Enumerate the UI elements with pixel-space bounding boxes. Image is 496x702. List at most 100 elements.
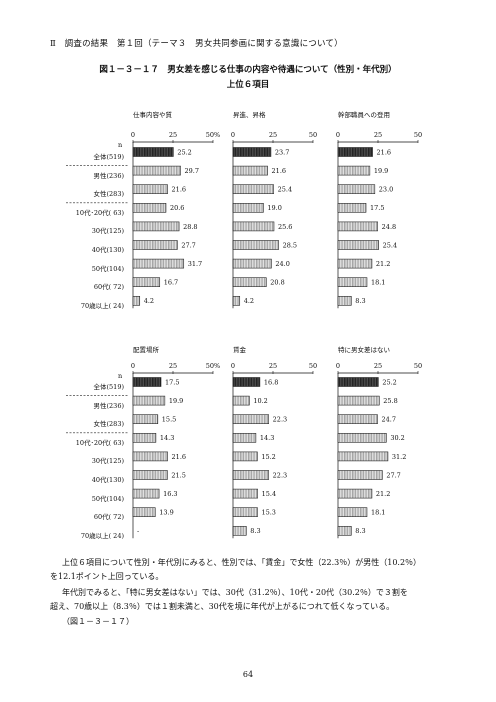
data-label: 4.2	[244, 297, 254, 305]
data-label: -	[137, 527, 139, 535]
data-label: 28.5	[283, 241, 297, 249]
page-number: 64	[242, 670, 254, 679]
data-label: 19.9	[374, 167, 388, 175]
tick-label: 0	[131, 131, 135, 139]
data-label: 31.7	[188, 260, 202, 268]
bar	[232, 295, 241, 306]
data-label: 21.6	[172, 186, 186, 194]
data-label: 25.4	[278, 186, 292, 194]
tick-label: 25	[374, 131, 382, 139]
paragraph-line: 超え、70歳以上（8.3％）では１割未満と、30代を境に年代が上がるにつれて低く…	[50, 602, 395, 611]
bar	[232, 488, 258, 499]
panel-title: 賃金	[233, 345, 247, 354]
bar	[337, 414, 378, 425]
tick-label: 0	[231, 362, 235, 370]
data-label: 16.3	[163, 490, 177, 498]
bar	[132, 395, 166, 406]
row-label: 60代( 72)	[93, 283, 124, 292]
tick-label: 50%	[206, 362, 220, 370]
data-label: 20.6	[170, 204, 184, 212]
bar	[337, 451, 389, 462]
tick-label: 25	[269, 362, 277, 370]
data-label: 15.4	[262, 490, 276, 498]
data-label: 23.0	[379, 186, 393, 194]
data-label: 14.3	[160, 434, 174, 442]
bar	[337, 147, 373, 157]
bar	[132, 165, 181, 176]
data-label: 18.1	[371, 509, 385, 517]
data-label: 15.5	[162, 416, 176, 424]
data-label: 8.3	[355, 297, 365, 305]
data-label: 25.2	[382, 378, 396, 386]
row-label: 40代(130)	[91, 476, 124, 484]
data-label: 27.7	[386, 471, 400, 479]
bar	[132, 451, 168, 462]
bar	[132, 507, 156, 518]
row-label: 50代(104)	[91, 494, 124, 503]
tick-label: 0	[231, 131, 235, 139]
row-label: 10代･20代( 63)	[75, 438, 124, 447]
tick-label: 50	[414, 131, 422, 139]
bar	[232, 147, 272, 157]
bar	[337, 295, 352, 306]
data-label: 8.3	[355, 527, 365, 535]
row-label: 女性(283)	[93, 190, 124, 199]
panel-title: 仕事内容や質	[133, 110, 173, 119]
row-label: 女性(283)	[93, 420, 124, 429]
paragraph-line: 上位６項目について性別・年代別にみると、性別では、「賃金」で女性（22.3％）が…	[62, 558, 422, 567]
tick-label: 50	[309, 362, 317, 370]
bar	[232, 258, 272, 269]
row-label: 40代(130)	[91, 246, 124, 254]
bar	[337, 203, 367, 213]
bar	[232, 277, 267, 288]
tick-label: 25	[169, 362, 177, 370]
bar	[337, 165, 371, 176]
row-label: 男性(236)	[93, 171, 124, 180]
data-label: 16.7	[164, 279, 178, 287]
bar	[232, 184, 274, 194]
tick-label: 25	[269, 131, 277, 139]
data-label: 25.2	[177, 148, 191, 156]
bar	[232, 507, 258, 518]
bar	[132, 295, 141, 306]
bar	[232, 203, 264, 213]
tick-label: 25	[374, 362, 382, 370]
panel-title: 幹部職員への登用	[338, 110, 390, 119]
data-label: 21.6	[377, 148, 391, 156]
data-label: 30.2	[390, 434, 404, 442]
data-label: 24.0	[275, 260, 289, 268]
bar	[132, 277, 161, 288]
row-label: 男性(236)	[93, 401, 124, 410]
bar	[132, 432, 157, 443]
data-label: 22.3	[273, 416, 287, 424]
bar	[132, 184, 168, 194]
bar	[232, 377, 261, 387]
paragraph-line: （図１－３－１７）	[62, 617, 134, 626]
bar	[232, 525, 247, 536]
row-label: 全体(519)	[93, 153, 124, 161]
data-label: 16.8	[264, 378, 278, 386]
data-label: 28.8	[183, 223, 197, 231]
bar	[132, 470, 168, 480]
data-label: 4.2	[144, 297, 154, 305]
panel-title: 昇進、昇格	[233, 110, 266, 119]
row-label: 30代(125)	[91, 227, 124, 236]
tick-label: 0	[131, 362, 135, 370]
bar	[337, 221, 378, 232]
bar	[337, 507, 368, 518]
bar	[337, 277, 368, 288]
bar	[232, 432, 257, 443]
data-label: 27.7	[181, 241, 195, 249]
data-label: 24.7	[382, 416, 396, 424]
tick-label: 50	[414, 362, 422, 370]
bar	[232, 240, 279, 250]
data-label: 23.7	[275, 148, 289, 156]
tick-label: 25	[169, 131, 177, 139]
bar	[132, 221, 180, 232]
data-label: 21.5	[171, 471, 185, 479]
data-label: 31.2	[392, 453, 406, 461]
bar	[232, 470, 269, 480]
bar	[132, 240, 178, 250]
bar	[232, 395, 250, 406]
